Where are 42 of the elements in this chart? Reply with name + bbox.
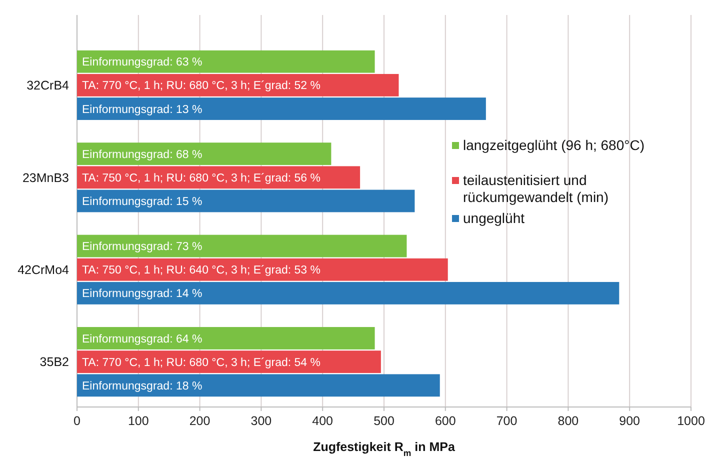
y-tick-label: 32CrB4 [26, 78, 70, 93]
y-tick-label: 42CrMo4 [18, 262, 70, 277]
bar [77, 142, 332, 166]
x-tick-label: 400 [312, 414, 334, 428]
bar [77, 74, 399, 96]
x-tick-label: 1000 [677, 414, 705, 428]
bar [77, 190, 415, 212]
bar [77, 234, 407, 258]
annotation: Einformungsgrad: 18 % [82, 380, 202, 392]
annotation: TA: 770 °C, 1 h; RU: 680 °C, 3 h; E´grad: 54 % [82, 356, 320, 369]
legend-label: ungeglüht [463, 210, 525, 226]
bar [77, 50, 375, 73]
bar [77, 350, 381, 374]
annotation: Einformungsgrad: 73 % [82, 241, 202, 254]
y-tick-label: 35B2 [40, 355, 70, 370]
x-tick-label: 900 [619, 414, 640, 428]
x-tick-label: 500 [374, 414, 394, 428]
legend-label: langzeitgeglüht (96 h; 680°C) [463, 137, 644, 153]
annotation: Einformungsgrad: 63 % [82, 56, 202, 69]
x-tick-label: 0 [74, 414, 81, 428]
annotation: Einformungsgrad: 68 % [82, 148, 202, 161]
y-tick-label: 23MnB3 [22, 170, 70, 185]
bar [77, 282, 620, 304]
annotation: Einformungsgrad: 64 % [82, 333, 202, 346]
x-tick-label: 600 [434, 414, 456, 428]
x-tick-label: 100 [128, 414, 149, 428]
x-tick-label: 700 [496, 414, 518, 428]
x-axis-title: Zugfestigkeit R$_{m}$ in MPa [313, 440, 456, 457]
annotation: TA: 750 °C, 1 h; RU: 640 °C, 3 h; E´grad: 53 % [82, 264, 320, 277]
x-tick-label: 800 [558, 414, 579, 428]
bar [77, 374, 440, 397]
annotation: TA: 750 °C, 1 h; RU: 680 °C, 3 h; E´grad: 56 % [82, 172, 320, 184]
annotation: TA: 770 °C, 1 h; RU: 680 °C, 3 h; E´grad: 52 % [82, 80, 320, 92]
bar [77, 258, 448, 281]
annotation: Einformungsgrad: 15 % [82, 196, 202, 208]
annotation: Einformungsgrad: 13 % [82, 104, 202, 116]
x-tick-label: 200 [189, 414, 210, 428]
annotation: Einformungsgrad: 14 % [82, 288, 202, 300]
bar [77, 98, 486, 120]
bar [77, 327, 375, 350]
x-tick-label: 300 [250, 414, 272, 428]
legend-label: teilaustenitisiert und rückumgewandelt (min) [463, 172, 608, 205]
